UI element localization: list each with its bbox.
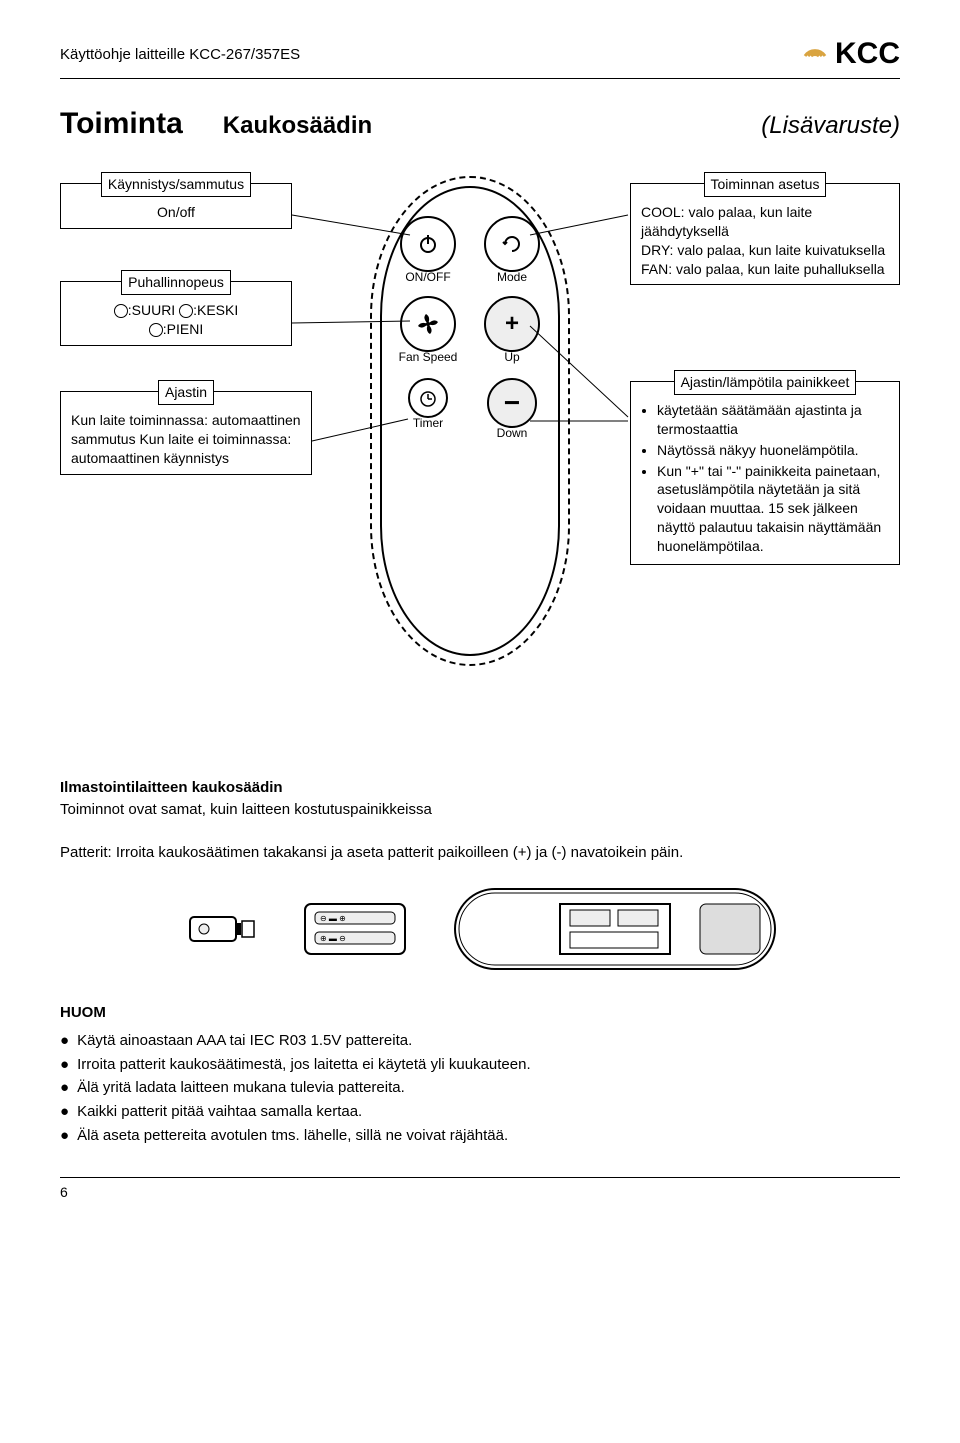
remote-label-down: Down [497,426,528,440]
note-2: Irroita patterit kaukosäätimestä, jos la… [60,1054,900,1076]
box-temp-item3: Kun "+" tai "-" painikkeita painetaan, a… [657,462,889,556]
box-temp-item2: Näytössä näkyy huonelämpötila. [657,441,889,460]
remote-btn-mode[interactable] [484,216,540,272]
remote-diagram: Käynnistys/sammutus On/off Puhallinnopeu… [60,161,900,751]
logo-icon [801,36,829,72]
remote-label-mode: Mode [497,270,527,284]
box-onoff-header: Käynnistys/sammutus [101,172,251,197]
logo-text: KCC [835,37,900,71]
remote-back-icon [450,884,780,974]
lower-content: Ilmastointilaitteen kaukosäädin Toiminno… [60,777,900,1147]
box-mode-fan: FAN: valo palaa, kun laite puhalluksella [641,260,889,279]
lower-p1: Toiminnot ovat samat, kuin laitteen kost… [60,799,900,821]
note-1: Käytä ainoastaan AAA tai IEC R03 1.5V pa… [60,1030,900,1052]
box-temp: Ajastin/lämpötila painikkeet käytetään s… [630,381,900,565]
box-timer: Ajastin Kun laite toiminnassa: automaatt… [60,391,312,475]
svg-text:⊕ ▬ ⊖: ⊕ ▬ ⊖ [320,934,346,943]
remote-btn-timer[interactable] [408,378,448,418]
box-temp-header: Ajastin/lämpötila painikkeet [674,370,857,395]
notes-block: HUOM Käytä ainoastaan AAA tai IEC R03 1.… [60,1002,900,1147]
box-timer-text: Kun laite toiminnassa: automaattinen sam… [71,412,301,466]
battery-icon-single [180,899,260,959]
remote-btn-fanspeed[interactable] [400,296,456,352]
box-onoff: Käynnistys/sammutus On/off [60,183,292,229]
title-kaukosaadin: Kaukosäädin [223,112,372,140]
page-number: 6 [60,1184,900,1200]
lower-heading: Ilmastointilaitteen kaukosäädin [60,777,900,799]
remote-btn-up[interactable]: + [484,296,540,352]
header-rule [60,78,900,79]
fan-icon-mid [179,304,193,318]
remote-btn-down[interactable]: − [487,378,537,428]
box-mode-header: Toiminnan asetus [704,172,827,197]
box-mode-cool: COOL: valo palaa, kun laite jäähdytyksel… [641,203,889,241]
fan-icon-large [114,304,128,318]
note-4: Kaikki patterit pitää vaihtaa samalla ke… [60,1101,900,1123]
box-onoff-text: On/off [157,204,195,220]
note-3: Älä yritä ladata laitteen mukana tulevia… [60,1077,900,1099]
box-fan-header: Puhallinnopeus [121,270,231,295]
battery-icon-pair: ⊖ ▬ ⊕ ⊕ ▬ ⊖ [300,894,410,964]
note-5: Älä aseta pettereita avotulen tms. lähel… [60,1125,900,1147]
remote-label-up: Up [504,350,519,364]
remote-btn-onoff[interactable] [400,216,456,272]
fan-icon-small [149,323,163,337]
remote-label-fanspeed: Fan Speed [399,350,458,364]
title-toiminta: Toiminta [60,107,183,141]
remote-device: ON/OFF Mode Fan Speed [370,176,570,666]
box-mode: Toiminnan asetus COOL: valo palaa, kun l… [630,183,900,285]
page-header: Käyttöohje laitteille KCC-267/357ES KCC [60,36,900,72]
svg-text:⊖ ▬ ⊕: ⊖ ▬ ⊕ [320,914,346,923]
remote-label-onoff: ON/OFF [405,270,450,284]
lower-p2: Patterit: Irroita kaukosäätimen takakans… [60,842,900,864]
footer-rule [60,1177,900,1178]
remote-label-timer: Timer [413,416,443,430]
logo: KCC [801,36,900,72]
box-mode-dry: DRY: valo palaa, kun laite kuivatuksella [641,241,889,260]
box-fan-text: :SUURI :KESKI :PIENI [114,302,238,337]
notes-heading: HUOM [60,1002,900,1024]
box-timer-header: Ajastin [158,380,214,405]
box-fan: Puhallinnopeus :SUURI :KESKI :PIENI [60,281,292,346]
title-lisavaruste: (Lisävaruste) [761,112,900,140]
battery-diagram: ⊖ ▬ ⊕ ⊕ ▬ ⊖ [60,884,900,974]
doc-title: Käyttöohje laitteille KCC-267/357ES [60,46,300,63]
box-temp-item1: käytetään säätämään ajastinta ja termost… [657,401,889,439]
title-row: Toiminta Kaukosäädin (Lisävaruste) [60,107,900,141]
